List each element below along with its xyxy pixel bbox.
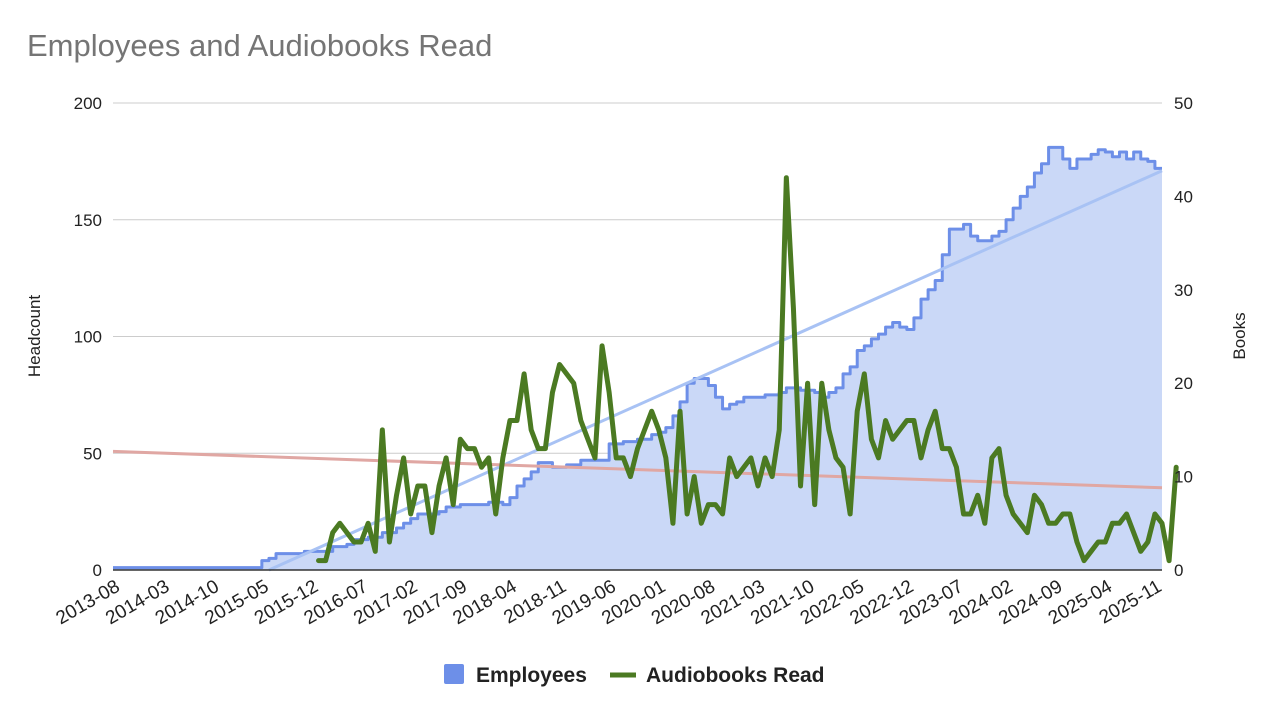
employees-area — [113, 147, 1162, 571]
books-line-layer — [316, 175, 1179, 564]
y-right-tick-label: 50 — [1174, 94, 1193, 113]
y-left-tick-label: 100 — [74, 328, 102, 347]
y-right-tick-label: 0 — [1174, 561, 1183, 580]
legend-label-books: Audiobooks Read — [646, 664, 825, 687]
legend-label-employees: Employees — [476, 664, 587, 687]
y-right-tick-label: 10 — [1174, 468, 1193, 487]
y-right-axis-title: Books — [1230, 312, 1249, 359]
legend[interactable]: Employees Audiobooks Read — [444, 664, 825, 687]
y-right-tick-label: 30 — [1174, 281, 1193, 300]
y-left-tick-label: 200 — [74, 94, 102, 113]
employees-trendline — [268, 169, 1163, 572]
y-left-tick-label: 50 — [83, 444, 102, 463]
books-line — [316, 175, 1179, 564]
y-right-tick-label: 20 — [1174, 374, 1193, 393]
employees-area-layer — [113, 145, 1162, 571]
y-right-tick-label: 40 — [1174, 187, 1193, 206]
legend-swatch-employees — [444, 664, 464, 684]
y-left-axis-title: Headcount — [25, 295, 44, 378]
y-left-tick-label: 150 — [74, 211, 102, 230]
y-left-tick-label: 0 — [93, 561, 102, 580]
chart-title: Employees and Audiobooks Read — [27, 28, 493, 63]
